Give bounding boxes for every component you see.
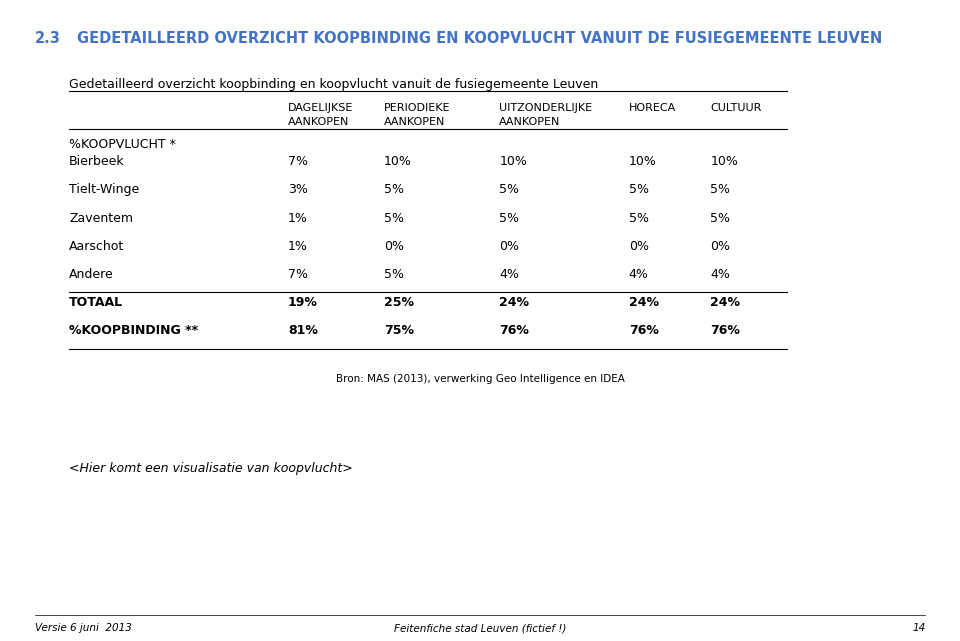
Text: 5%: 5% — [499, 212, 519, 224]
Text: 5%: 5% — [629, 183, 649, 196]
Text: 75%: 75% — [384, 324, 414, 337]
Text: TOTAAL: TOTAAL — [69, 296, 123, 309]
Text: Aarschot: Aarschot — [69, 240, 125, 253]
Text: 5%: 5% — [384, 268, 404, 281]
Text: 4%: 4% — [710, 268, 731, 281]
Text: 76%: 76% — [629, 324, 659, 337]
Text: 10%: 10% — [499, 155, 527, 168]
Text: 4%: 4% — [629, 268, 649, 281]
Text: 19%: 19% — [288, 296, 318, 309]
Text: 24%: 24% — [629, 296, 659, 309]
Text: 76%: 76% — [499, 324, 529, 337]
Text: <Hier komt een visualisatie van koopvlucht>: <Hier komt een visualisatie van koopvluc… — [69, 462, 353, 474]
Text: AANKOPEN: AANKOPEN — [499, 117, 561, 127]
Text: 5%: 5% — [629, 212, 649, 224]
Text: 1%: 1% — [288, 240, 308, 253]
Text: Tielt-Winge: Tielt-Winge — [69, 183, 139, 196]
Text: 10%: 10% — [384, 155, 412, 168]
Text: Zaventem: Zaventem — [69, 212, 133, 224]
Text: DAGELIJKSE: DAGELIJKSE — [288, 103, 353, 113]
Text: UITZONDERLIJKE: UITZONDERLIJKE — [499, 103, 592, 113]
Text: 81%: 81% — [288, 324, 318, 337]
Text: 0%: 0% — [629, 240, 649, 253]
Text: 14: 14 — [912, 623, 925, 633]
Text: 5%: 5% — [499, 183, 519, 196]
Text: 25%: 25% — [384, 296, 414, 309]
Text: 4%: 4% — [499, 268, 519, 281]
Text: 5%: 5% — [384, 183, 404, 196]
Text: CULTUUR: CULTUUR — [710, 103, 762, 113]
Text: 2.3: 2.3 — [35, 31, 60, 46]
Text: AANKOPEN: AANKOPEN — [384, 117, 445, 127]
Text: 10%: 10% — [629, 155, 657, 168]
Text: 0%: 0% — [710, 240, 731, 253]
Text: 1%: 1% — [288, 212, 308, 224]
Text: AANKOPEN: AANKOPEN — [288, 117, 349, 127]
Text: 24%: 24% — [710, 296, 740, 309]
Text: 24%: 24% — [499, 296, 529, 309]
Text: %KOOPVLUCHT *: %KOOPVLUCHT * — [69, 138, 176, 151]
Text: 5%: 5% — [710, 212, 731, 224]
Text: 0%: 0% — [499, 240, 519, 253]
Text: %KOOPBINDING **: %KOOPBINDING ** — [69, 324, 199, 337]
Text: 7%: 7% — [288, 155, 308, 168]
Text: 5%: 5% — [384, 212, 404, 224]
Text: 10%: 10% — [710, 155, 738, 168]
Text: HORECA: HORECA — [629, 103, 676, 113]
Text: Andere: Andere — [69, 268, 114, 281]
Text: 76%: 76% — [710, 324, 740, 337]
Text: 3%: 3% — [288, 183, 308, 196]
Text: Bierbeek: Bierbeek — [69, 155, 125, 168]
Text: Feitenfiche stad Leuven (fictief !): Feitenfiche stad Leuven (fictief !) — [394, 623, 566, 633]
Text: 7%: 7% — [288, 268, 308, 281]
Text: Versie 6 juni  2013: Versie 6 juni 2013 — [35, 623, 132, 633]
Text: Bron: MAS (2013), verwerking Geo Intelligence en IDEA: Bron: MAS (2013), verwerking Geo Intelli… — [336, 374, 624, 385]
Text: Gedetailleerd overzicht koopbinding en koopvlucht vanuit de fusiegemeente Leuven: Gedetailleerd overzicht koopbinding en k… — [69, 78, 598, 91]
Text: 5%: 5% — [710, 183, 731, 196]
Text: PERIODIEKE: PERIODIEKE — [384, 103, 450, 113]
Text: GEDETAILLEERD OVERZICHT KOOPBINDING EN KOOPVLUCHT VANUIT DE FUSIEGEMEENTE LEUVEN: GEDETAILLEERD OVERZICHT KOOPBINDING EN K… — [77, 31, 882, 46]
Text: 0%: 0% — [384, 240, 404, 253]
